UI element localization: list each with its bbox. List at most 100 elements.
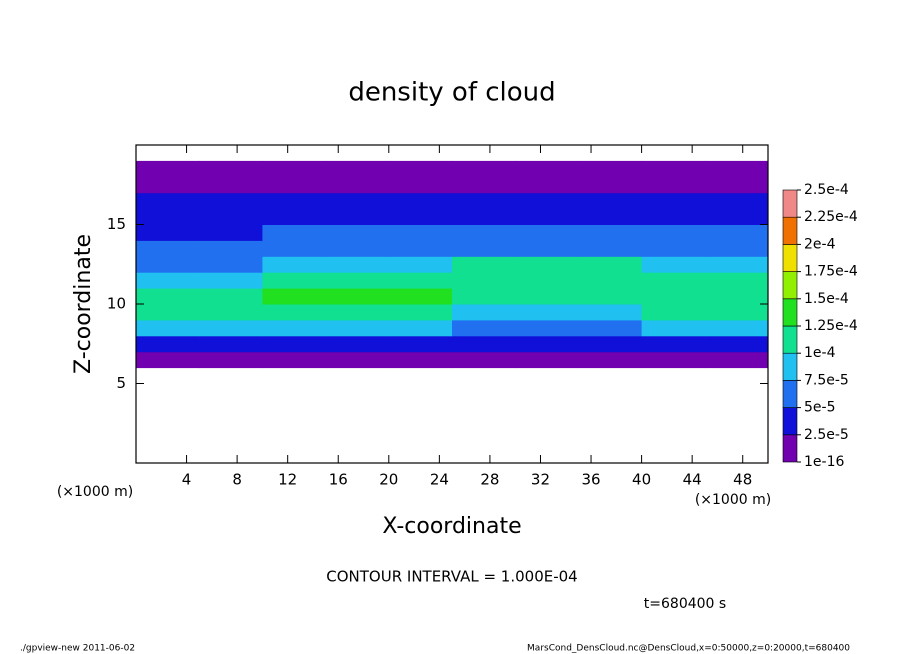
cell <box>578 208 643 225</box>
colorbar-label: 1e-4 <box>804 345 836 361</box>
cell <box>578 351 643 369</box>
y-axis-label: Z-coordinate <box>71 234 96 374</box>
cell <box>199 176 263 194</box>
cell <box>515 240 579 257</box>
y-tick-label: 15 <box>107 215 126 233</box>
cell <box>199 288 263 305</box>
x-tick-label: 4 <box>182 471 192 489</box>
cell <box>641 192 706 210</box>
cell <box>388 319 453 337</box>
cell <box>515 224 579 241</box>
cell <box>262 304 327 321</box>
colorbar-label: 2.5e-4 <box>804 182 849 198</box>
colorbar-swatch <box>782 244 798 272</box>
colorbar-swatch <box>782 325 798 354</box>
cell <box>578 272 643 289</box>
cell <box>578 192 643 210</box>
cell <box>388 176 453 194</box>
cell <box>704 304 769 321</box>
cell <box>136 192 200 210</box>
cell <box>388 224 453 241</box>
cell <box>641 176 706 194</box>
cell <box>641 319 706 337</box>
cell <box>325 288 390 305</box>
cell <box>578 176 643 194</box>
cell <box>199 256 263 273</box>
cell <box>262 272 327 289</box>
footer: MarsCond_DensCloud.nc@DensCloud,x=0:5000… <box>527 644 850 654</box>
cell <box>136 272 200 289</box>
cell <box>325 176 390 194</box>
y-tick-label: 10 <box>107 295 126 313</box>
cell <box>641 288 706 305</box>
cell <box>136 351 200 369</box>
cell <box>704 208 769 225</box>
cell <box>641 335 706 353</box>
cell <box>641 304 706 321</box>
cell <box>388 240 453 257</box>
colorbar-swatch <box>782 271 798 300</box>
y-tick-label: 5 <box>116 374 126 392</box>
cell <box>262 351 327 369</box>
colorbar-label: 1.75e-4 <box>804 264 858 280</box>
cell <box>578 224 643 241</box>
cell <box>704 176 769 194</box>
cell <box>136 335 200 353</box>
cell <box>641 351 706 369</box>
cell <box>199 208 263 225</box>
cell <box>704 224 769 241</box>
cell <box>452 319 516 337</box>
cell <box>578 256 643 273</box>
cell <box>388 304 453 321</box>
colorbar-swatch <box>782 298 798 327</box>
cell <box>704 351 769 369</box>
cell <box>515 335 579 353</box>
cell <box>199 192 263 210</box>
cell <box>136 160 200 178</box>
y-unit: (×1000 m) <box>57 484 133 500</box>
footer: ./gpview-new 2011-06-02 <box>20 644 135 654</box>
cell <box>578 288 643 305</box>
cell <box>704 319 769 337</box>
cell <box>199 160 263 178</box>
x-tick-label: 44 <box>683 471 702 489</box>
cell <box>704 288 769 305</box>
cell <box>262 319 327 337</box>
x-tick-label: 16 <box>329 471 348 489</box>
cell <box>262 288 327 305</box>
cell <box>325 256 390 273</box>
cell <box>515 288 579 305</box>
cell <box>641 240 706 257</box>
cell <box>515 176 579 194</box>
cell <box>578 335 643 353</box>
cell <box>515 208 579 225</box>
cell <box>641 224 706 241</box>
cell <box>262 224 327 241</box>
cell <box>136 176 200 194</box>
cell <box>388 256 453 273</box>
x-tick-label: 12 <box>278 471 297 489</box>
cell <box>704 256 769 273</box>
colorbar-label: 1.5e-4 <box>804 291 849 307</box>
cell <box>515 319 579 337</box>
colorbar-label: 2.5e-5 <box>804 427 849 443</box>
x-unit: (×1000 m) <box>695 492 771 508</box>
cell <box>452 304 516 321</box>
cell <box>388 192 453 210</box>
cell <box>515 304 579 321</box>
cell <box>641 160 706 178</box>
cell <box>325 224 390 241</box>
cell <box>578 319 643 337</box>
cell <box>262 208 327 225</box>
cell <box>136 304 200 321</box>
cell <box>199 304 263 321</box>
cell <box>515 272 579 289</box>
colorbar-label: 2.25e-4 <box>804 209 858 225</box>
cell <box>515 160 579 178</box>
colorbar-label: 1.25e-4 <box>804 318 858 334</box>
cell <box>325 272 390 289</box>
cell <box>515 192 579 210</box>
cell <box>704 335 769 353</box>
cell <box>452 160 516 178</box>
cell <box>136 256 200 273</box>
